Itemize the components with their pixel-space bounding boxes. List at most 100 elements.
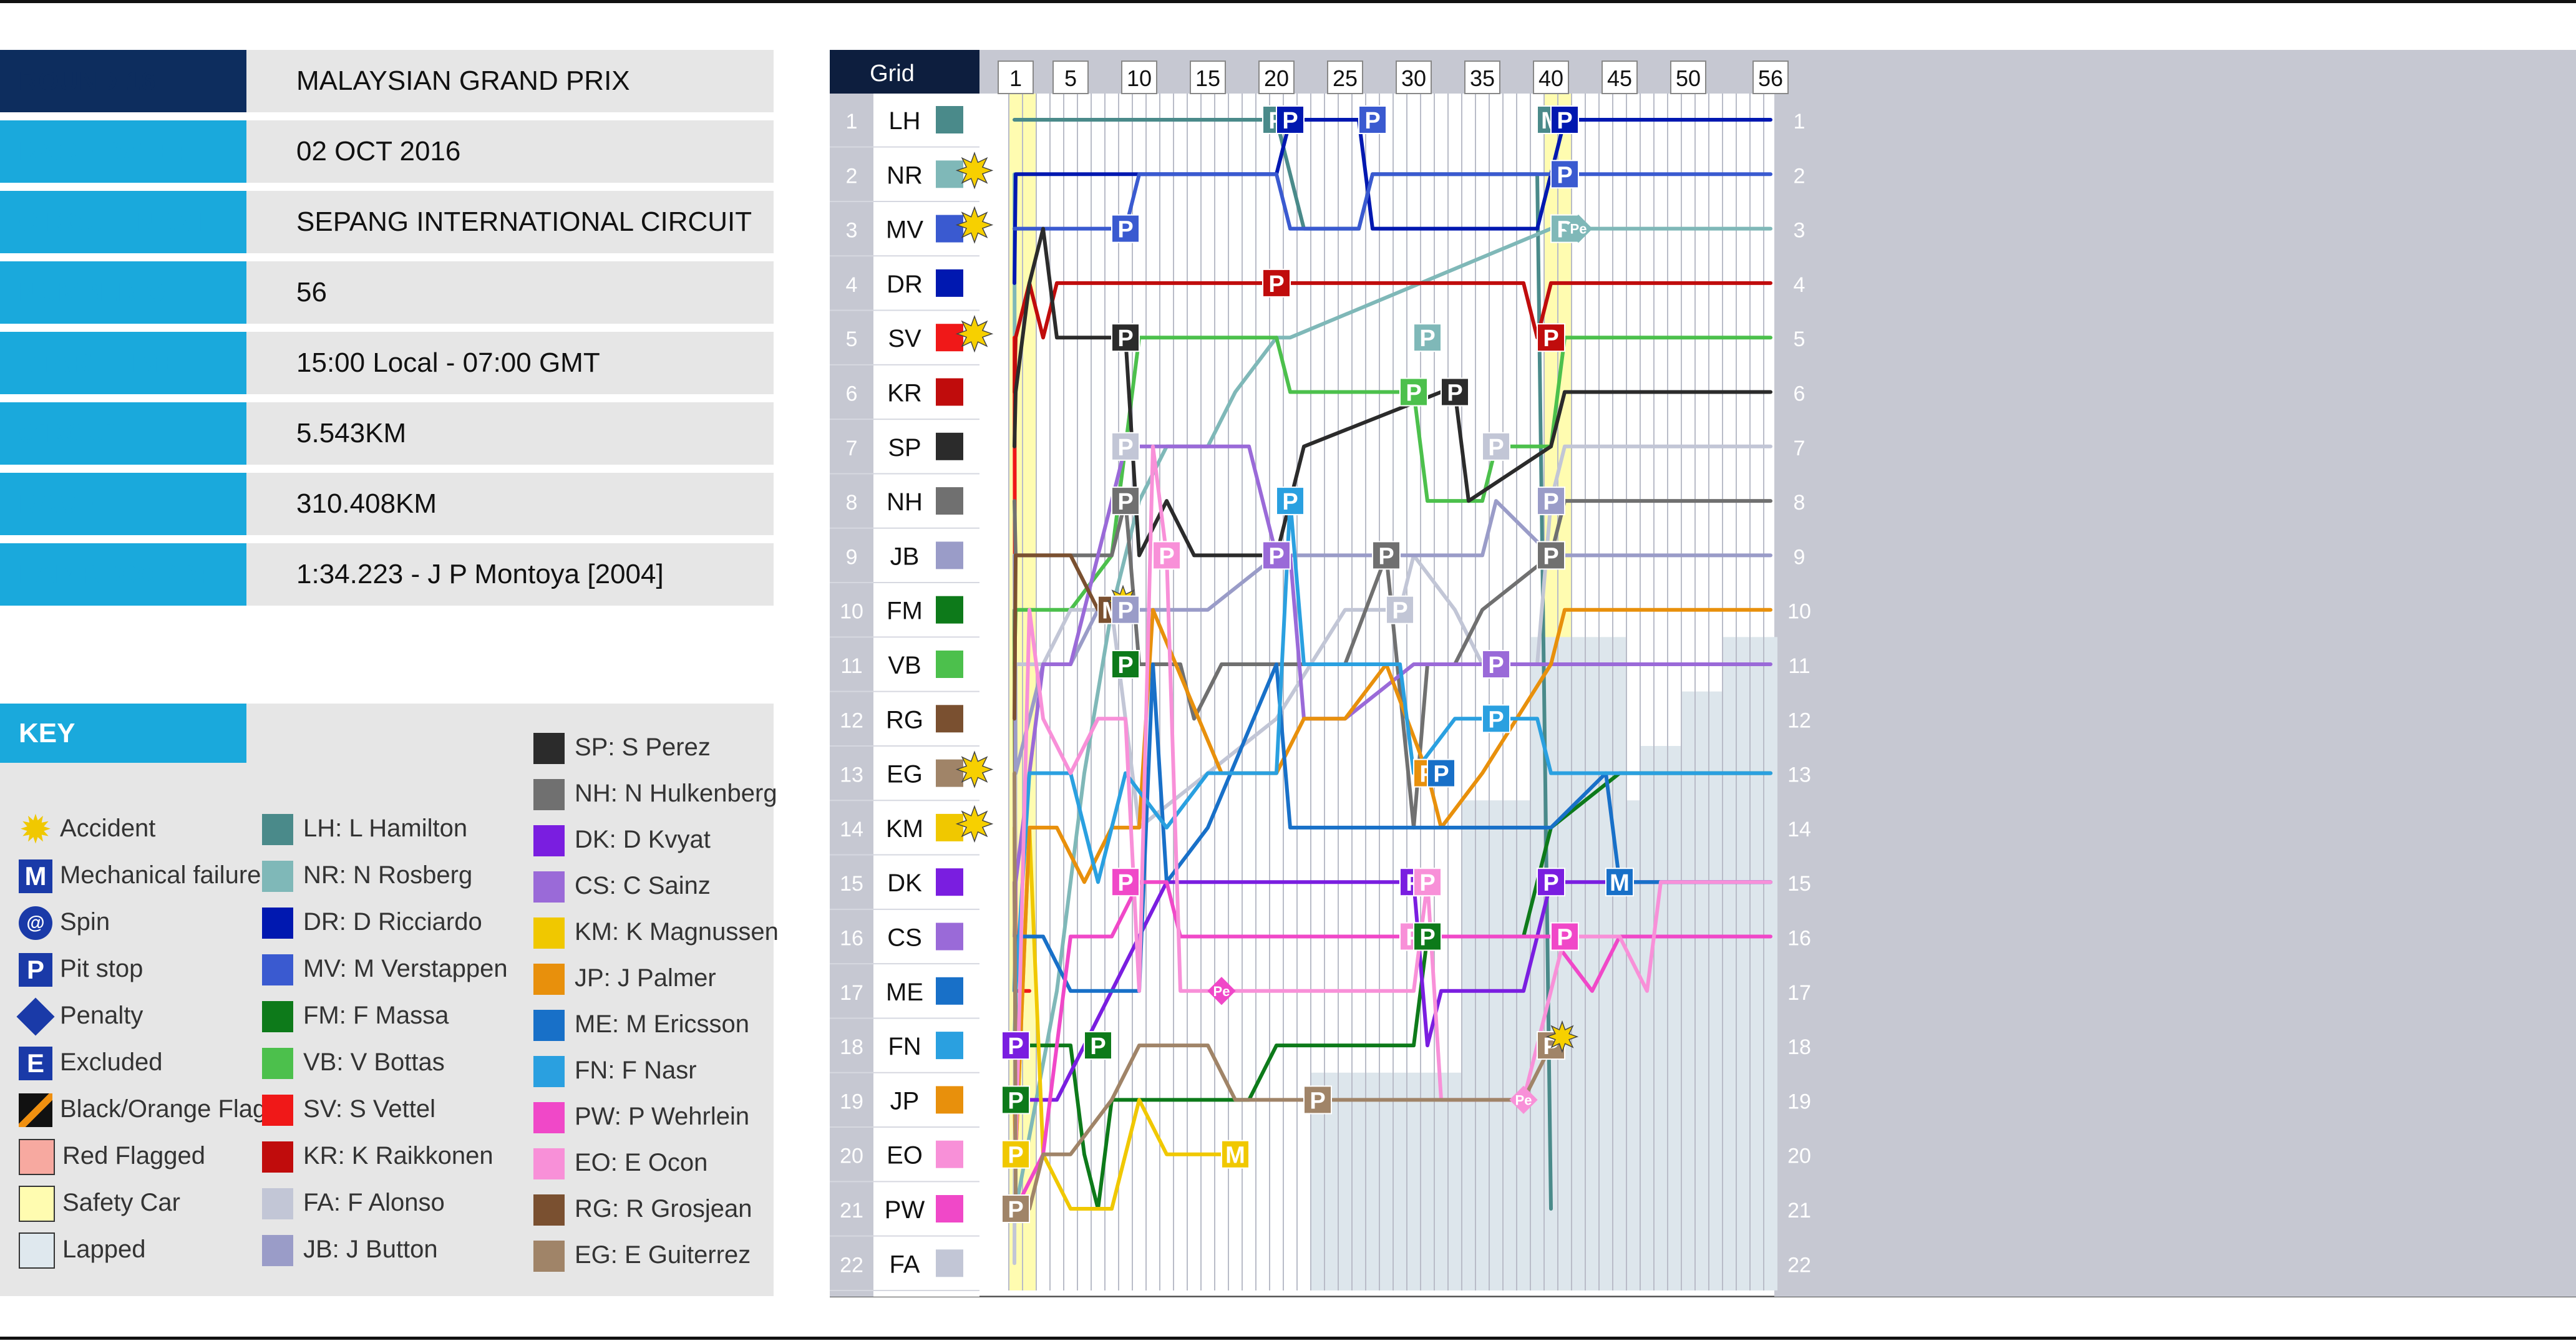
position-number-right: 14 <box>1787 818 1811 841</box>
pit-stop-label: P <box>1488 435 1504 461</box>
series-line-fa <box>1013 444 1772 1266</box>
pit-stop-label: P <box>1268 543 1284 569</box>
key-symbol-label: Lapped <box>62 1236 146 1263</box>
position-number-left: 3 <box>846 219 858 243</box>
info-value: 02 OCT 2016 <box>246 120 774 183</box>
position-number-right: 2 <box>1794 164 1806 188</box>
grid-driver-label: DR <box>887 271 923 298</box>
mechanical-failure-label: M <box>1610 870 1630 896</box>
position-number-left: 17 <box>840 981 863 1005</box>
series-line-sp <box>1013 226 1772 558</box>
pit-stop-label: P <box>1008 1197 1023 1223</box>
driver-color-swatch <box>533 1148 565 1180</box>
pit-stop-icon <box>1537 323 1565 352</box>
position-number-left: 8 <box>846 491 858 515</box>
key-driver-label: RG: R Grosjean <box>575 1195 752 1222</box>
position-number-right: 10 <box>1787 600 1811 624</box>
pit-stop-icon <box>1537 868 1565 897</box>
grid-driver-label: FN <box>888 1033 921 1060</box>
position-number-left: 5 <box>846 327 858 351</box>
key-symbol-item: Lapped <box>19 1231 146 1269</box>
pit-stop-label: P <box>1543 326 1558 352</box>
position-number-right: 16 <box>1787 927 1811 951</box>
pit-stop-label: P <box>1090 1034 1106 1060</box>
grid-driver-swatch <box>936 759 963 787</box>
position-number-left: 2 <box>846 164 858 188</box>
position-number-left: 7 <box>846 437 858 460</box>
lap-tick-box <box>1752 61 1789 94</box>
pit-stop-icon <box>1537 541 1565 570</box>
accident-icon <box>955 152 994 190</box>
position-number-left: 4 <box>846 273 858 297</box>
key-symbol-label: Accident <box>60 815 156 842</box>
key-symbol-item: E Excluded <box>19 1043 163 1081</box>
series-line-cs <box>1013 444 1772 939</box>
excluded-icon: E <box>19 1047 52 1081</box>
key-driver-item: MV: M Verstappen <box>262 950 508 987</box>
key-driver-label: KM: K Magnussen <box>575 918 779 946</box>
key-driver-label: LH: L Hamilton <box>303 815 468 842</box>
position-number-right: 1 <box>1794 110 1806 133</box>
key-driver-item: LH: L Hamilton <box>262 810 467 847</box>
pit-stop-label: P <box>1557 108 1572 134</box>
grid-driver-label: FM <box>887 598 923 625</box>
pit-stop-label: P <box>1117 326 1133 352</box>
pit-stop-label: P <box>1419 925 1435 951</box>
key-symbol-item: @ Spin <box>19 903 110 941</box>
key-driver-label: ME: M Ericsson <box>575 1010 750 1038</box>
pit-stop-label: P <box>1117 870 1133 896</box>
pit-stop-icon <box>1111 650 1140 679</box>
driver-color-swatch <box>533 779 565 811</box>
lap-tick-box <box>1533 61 1569 94</box>
position-number-right: 8 <box>1794 491 1806 515</box>
grid-driver-swatch <box>936 651 963 678</box>
pit-stop-icon <box>1399 377 1428 407</box>
position-number-right: 21 <box>1787 1199 1811 1222</box>
penalty-icon <box>1509 1085 1538 1115</box>
key-driver-label: SV: S Vettel <box>303 1095 435 1123</box>
grid-driver-label: LH <box>888 107 920 135</box>
position-number-right: 18 <box>1787 1035 1811 1059</box>
key-driver-label: FN: F Nasr <box>575 1057 697 1084</box>
key-symbol-label: Mechanical failure <box>60 861 261 889</box>
pit-stop-icon <box>1550 105 1579 134</box>
key-driver-label: FA: F Alonso <box>303 1189 445 1216</box>
key-driver-label: EG: E Guiterrez <box>575 1241 751 1269</box>
pit-stop-icon <box>1413 868 1442 897</box>
pit-stop-icon <box>1427 758 1456 788</box>
position-number-left: 11 <box>840 654 862 678</box>
position-number-left: 9 <box>846 545 858 569</box>
driver-color-swatch <box>533 1056 565 1088</box>
accident-icon: ✹ <box>21 810 51 850</box>
grid-driver-swatch <box>936 541 963 569</box>
position-number-right: 15 <box>1787 872 1811 896</box>
pit-stop-icon <box>1111 595 1140 624</box>
grid-header <box>830 50 979 94</box>
red-flagged-icon <box>19 1139 55 1176</box>
grid-header-label: Grid <box>870 61 915 87</box>
pit-stop-label: P <box>1543 489 1558 515</box>
pit-stop-label: P <box>1378 543 1394 569</box>
grid-driver-swatch <box>936 705 963 733</box>
grid-driver-label: PW <box>885 1196 925 1224</box>
driver-color-swatch <box>533 1194 565 1226</box>
penalty-icon <box>16 997 55 1036</box>
grid-driver-swatch <box>936 487 963 515</box>
lap-tick-box <box>1121 61 1157 94</box>
lap-tick-box <box>1052 61 1089 94</box>
key-driver-item: NR: N Rosberg <box>262 856 472 894</box>
penalty-label: Pe <box>1213 984 1230 999</box>
pit-stop-icon <box>1001 1194 1030 1223</box>
key-title: KEY <box>0 704 246 763</box>
position-number-right: 19 <box>1787 1090 1811 1113</box>
penalty-icon <box>1207 977 1236 1005</box>
pit-stop-icon <box>1386 595 1414 624</box>
lapped-icon <box>19 1232 55 1269</box>
pit-stop-label: P <box>1392 598 1407 624</box>
grid-driver-swatch <box>936 1032 963 1060</box>
lap-tick-box <box>998 61 1034 94</box>
key-driver-label: NR: N Rosberg <box>303 861 473 889</box>
info-value: 56 <box>246 261 774 324</box>
pit-stop-icon <box>1441 377 1469 407</box>
pit-stop-label: P <box>1557 162 1572 188</box>
